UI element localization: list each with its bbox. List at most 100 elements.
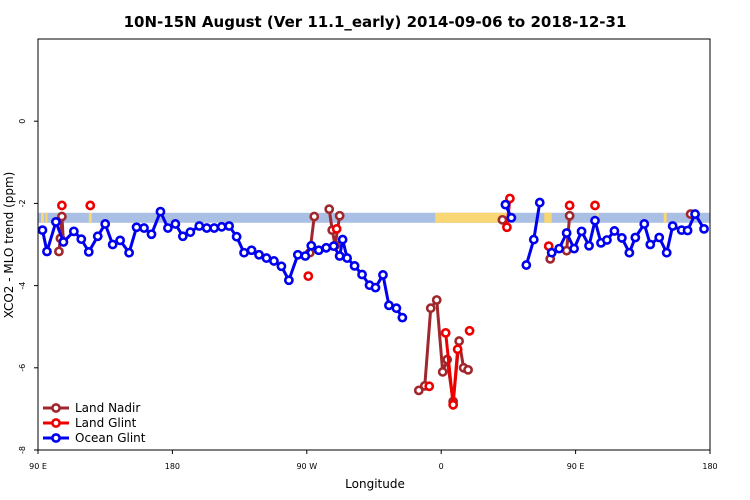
series-1-point-3-0 [331,223,342,234]
series-2-point-0-36 [313,245,324,256]
plot-frame [37,38,711,451]
series-2-point-0-19 [185,227,196,238]
series-1-point-1-0 [85,200,96,211]
series-2-point-0-3 [58,237,69,247]
series-2-point-0-29 [261,253,272,263]
series-2-point-3-15 [654,232,665,243]
y-tick-label-2: -4 [18,282,27,290]
series-2-point-0-37 [321,242,332,253]
series-2-point-0-15 [155,206,166,217]
series-0-point-3-2 [425,303,436,314]
series-2-point-0-27 [246,245,257,256]
series-1-point-4-0 [424,381,435,392]
series-2-point-3-19 [682,225,693,236]
series-2-point-3-21 [699,223,709,234]
series-2-point-0-2 [51,216,61,227]
x-tick-label-0: 90 E [29,462,47,471]
x-axis-label: Longitude [345,477,405,491]
x-tick-label-5: 180 [702,462,717,471]
series-1-point-2-0 [303,271,314,282]
series-2-point-0-14 [146,229,157,240]
series-2-point-3-13 [639,219,650,229]
series-2-point-0-32 [283,275,294,286]
series-1-point-5-1 [448,399,459,410]
series-2-point-0-38 [328,241,339,252]
series-2-point-0-18 [177,231,188,242]
series-2-point-2-2 [534,197,545,208]
series-2-point-3-14 [645,239,656,250]
series-0-point-3-3 [431,295,442,305]
series-2-point-3-5 [584,240,594,251]
series-2-point-3-1 [554,243,565,254]
series-2-point-0-45 [370,282,381,293]
y-tick-label-4: -8 [18,446,27,454]
y-tick-label-0: 0 [18,119,27,124]
series-2-line-3 [550,212,706,255]
series-2-line-2 [524,202,542,266]
series-2-point-3-10 [616,233,627,243]
series-1-point-0-0 [56,200,67,211]
series-2-point-0-49 [397,312,408,323]
series-2-point-3-4 [576,226,587,237]
series-2-point-0-33 [292,249,303,260]
series-2-point-0-4 [68,226,79,237]
series-2-point-0-39 [334,251,345,261]
series-layer [37,193,709,410]
series-2-point-0-11 [124,247,134,258]
series-2-point-3-8 [602,235,612,245]
series-0-line-3 [417,298,469,404]
chart-title: 10N-15N August (Ver 11.1_early) 2014-09-… [124,13,627,31]
series-0-point-0-2 [56,211,67,222]
legend-marker-0 [51,403,61,413]
land-band-2 [88,212,92,223]
series-2-point-3-12 [630,232,641,243]
series-2-point-3-0 [546,247,557,258]
series-2-point-3-16 [661,247,672,258]
series-2-point-2-0 [521,260,532,270]
series-2-point-0-46 [378,270,388,280]
series-2-point-0-16 [163,223,173,233]
axis-layer: 90 E 180 90 W 0 90 E 180 0 -2 -4 -6 -8 [18,119,718,471]
series-2-point-0-23 [216,221,227,232]
series-1-point-10-0 [590,200,600,211]
series-2-point-0-21 [201,223,212,233]
legend-label-1: Land Glint [75,416,137,430]
legend-label-2: Ocean Glint [75,431,146,445]
series-1-point-5-0 [440,327,451,338]
series-2-point-3-9 [609,226,620,236]
x-tick-label-1: 180 [165,462,180,471]
legend-marker-2 [51,433,61,443]
y-tick-label-1: -2 [18,199,27,207]
series-2 [37,197,709,323]
series-0-point-1-1 [309,211,320,222]
series-1-point-7-0 [502,222,512,233]
series-2-point-3-3 [569,243,580,254]
series-0-point-2-3 [334,210,345,221]
legend-marker-1 [51,418,61,428]
land-band-3 [435,212,510,223]
series-0-point-3-9 [463,364,473,375]
series-0-point-4-0 [497,214,508,225]
series-2-point-0-8 [100,219,111,229]
series-2-point-0-30 [269,256,279,266]
series-2-point-0-41 [342,253,353,263]
y-axis-label: XCO2 - MLO trend (ppm) [2,172,16,319]
series-2-point-0-12 [131,222,142,233]
series-2-point-1-1 [506,212,517,223]
series-0-point-3-4 [437,367,448,377]
series-2-point-0-10 [115,235,126,246]
series-2-point-0-31 [276,261,287,272]
series-1-point-9-0 [564,200,575,211]
series-0-point-2-0 [324,204,335,215]
series-2-point-0-17 [170,219,181,229]
y-tick-label-3: -6 [18,364,27,372]
series-0-point-6-0 [561,245,572,256]
series-2-point-0-40 [337,234,348,245]
x-tick-label-2: 90 W [296,462,317,471]
series-2-point-0-34 [300,251,311,261]
series-2-point-0-48 [391,303,402,314]
band-layer [38,212,710,223]
land-band-6 [663,212,667,223]
series-0-point-3-7 [454,336,465,346]
